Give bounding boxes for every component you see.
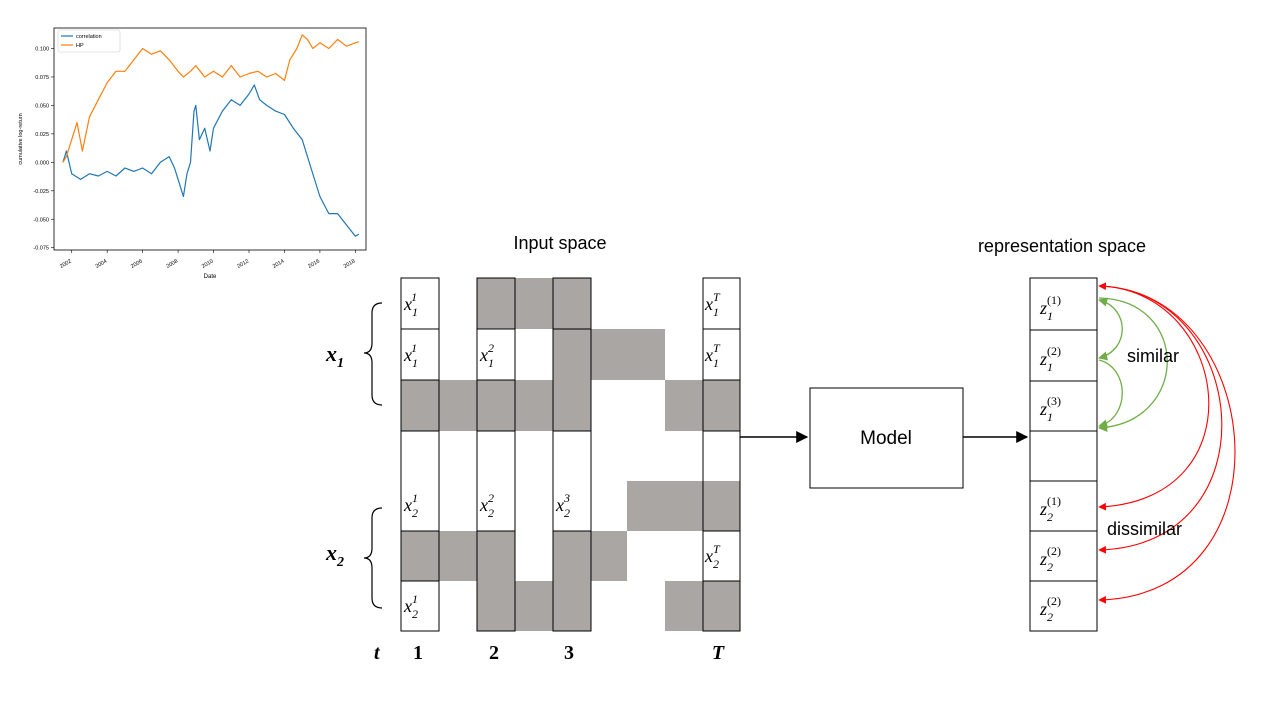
time-step-label: 1 bbox=[413, 642, 423, 664]
y-tick-label: 0.050 bbox=[35, 103, 49, 109]
y-tick-label: 0.100 bbox=[35, 46, 49, 52]
representation-column-frame bbox=[1029, 277, 1098, 632]
representation-cell-label: z1(3) bbox=[1039, 394, 1061, 424]
similar-arrows bbox=[1098, 297, 1168, 432]
gray-block bbox=[553, 531, 627, 581]
y-tick-label: 0.000 bbox=[35, 160, 49, 166]
dissimilar-arrow bbox=[1098, 285, 1236, 604]
chart-series-group bbox=[62, 34, 360, 237]
legend-box bbox=[57, 29, 121, 53]
x-tick-label: 2014 bbox=[272, 259, 286, 270]
gray-block bbox=[477, 380, 591, 431]
chart-axes bbox=[53, 27, 367, 251]
x-axis-label: Date bbox=[204, 274, 217, 280]
gray-block bbox=[515, 278, 553, 329]
similar-label: similar bbox=[1127, 346, 1179, 366]
similar-arrow bbox=[1098, 359, 1123, 429]
dissimilar-arrow bbox=[1098, 282, 1210, 511]
similar-arrow bbox=[1098, 297, 1168, 432]
representation-cell-label: z2(1) bbox=[1039, 494, 1061, 524]
representation-cell-label: z1(1) bbox=[1039, 293, 1061, 323]
dissimilar-arrow bbox=[1098, 285, 1223, 554]
plot-area-frame bbox=[53, 27, 367, 251]
model-box bbox=[809, 387, 964, 489]
time-axis-label: t bbox=[374, 642, 381, 664]
gray-block bbox=[477, 531, 515, 581]
x-tick-label: 2002 bbox=[59, 259, 73, 270]
x-tick-label: 2018 bbox=[343, 259, 357, 270]
y-tick-label: -0.050 bbox=[33, 217, 49, 223]
gray-block bbox=[477, 581, 591, 631]
input-gray-blocks bbox=[401, 278, 740, 631]
y-axis-ticks: 0.100 0.075 0.050 0.025 0.000 -0.025 -0.050 -0.… bbox=[33, 46, 54, 252]
time-step-label: 2 bbox=[489, 642, 499, 664]
model-label: Model bbox=[860, 428, 912, 449]
y-axis-label: cumulative log-return bbox=[18, 113, 24, 164]
input-cell-label: x11 bbox=[403, 341, 417, 370]
x-tick-label: 2016 bbox=[307, 259, 321, 270]
input-cell-labels: x11 x11 x12 x21 x22 x23 x21 x1T x1T x2T bbox=[403, 290, 721, 621]
input-cell-label: x23 bbox=[555, 491, 570, 520]
chart-legend: correlation HP bbox=[57, 29, 121, 53]
input-cell-label: x1T bbox=[704, 341, 721, 370]
dissimilar-arrows bbox=[1098, 282, 1236, 604]
series-line-hp bbox=[62, 34, 360, 163]
input-columns bbox=[400, 277, 741, 632]
input-row-lines bbox=[401, 328, 740, 582]
gray-block bbox=[553, 278, 591, 329]
representation-cell-label: z1(2) bbox=[1039, 344, 1061, 374]
input-column-3 bbox=[552, 277, 592, 632]
representation-column bbox=[1029, 277, 1098, 632]
y-tick-label: 0.075 bbox=[35, 75, 49, 81]
legend-label-hp: HP bbox=[76, 43, 84, 49]
x2-group-label: x2 bbox=[325, 540, 344, 570]
representation-cell-label: z2(2) bbox=[1039, 594, 1061, 624]
representation-cell-label: z2(2) bbox=[1039, 544, 1061, 574]
dissimilar-label: dissimilar bbox=[1107, 519, 1182, 539]
x-tick-label: 2006 bbox=[130, 259, 144, 270]
time-step-label: 3 bbox=[564, 642, 574, 664]
input-column-1 bbox=[400, 277, 440, 632]
input-cell-label: x12 bbox=[479, 341, 494, 370]
input-cell-label: x22 bbox=[479, 491, 494, 520]
input-cell-label: x21 bbox=[403, 491, 418, 520]
y-tick-label: -0.025 bbox=[33, 189, 49, 195]
input-column-T bbox=[702, 277, 741, 632]
y-tick-label: -0.075 bbox=[33, 246, 49, 252]
gray-block bbox=[553, 329, 591, 380]
input-cell-label: x11 bbox=[403, 290, 417, 319]
input-cell-label: x21 bbox=[403, 592, 418, 621]
x-tick-label: 2010 bbox=[201, 259, 215, 270]
input-cell-label: x1T bbox=[704, 290, 721, 319]
time-step-label: T bbox=[712, 642, 725, 664]
representation-space-title: representation space bbox=[978, 236, 1146, 256]
gray-block bbox=[665, 380, 703, 431]
x-tick-label: 2008 bbox=[165, 259, 179, 270]
x2-brace bbox=[363, 507, 383, 609]
series-line-correlation bbox=[62, 84, 360, 237]
input-cell-label: x2T bbox=[704, 542, 721, 571]
cumulative-return-chart: 0.100 0.075 0.050 0.025 0.000 -0.025 -0.050 -0.… bbox=[18, 27, 367, 280]
x1-group-label: x1 bbox=[325, 341, 344, 371]
gray-block bbox=[703, 380, 740, 431]
representation-cell-labels: z1(1) z1(2) z1(3) z2(1) z2(2) z2(2) bbox=[1039, 293, 1061, 624]
x1-brace bbox=[363, 302, 383, 406]
gray-block bbox=[477, 278, 515, 329]
input-space-title: Input space bbox=[513, 233, 606, 253]
input-column-2 bbox=[476, 277, 516, 632]
y-tick-label: 0.025 bbox=[35, 132, 49, 138]
x-tick-label: 2004 bbox=[95, 259, 109, 270]
gray-block bbox=[591, 329, 665, 380]
legend-label-correlation: correlation bbox=[76, 34, 102, 40]
x-tick-label: 2012 bbox=[236, 259, 250, 270]
x-axis-ticks: 2002 2004 2006 2008 2010 2012 2014 2016 2018 bbox=[59, 250, 356, 270]
similar-arrow bbox=[1098, 297, 1123, 361]
gray-block bbox=[627, 481, 740, 531]
